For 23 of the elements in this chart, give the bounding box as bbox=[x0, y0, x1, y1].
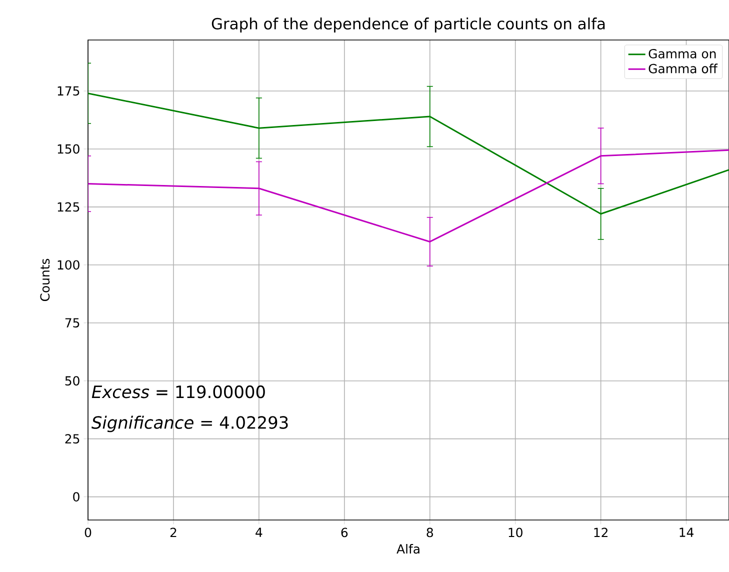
annotation: Excess = 119.00000 bbox=[92, 385, 265, 398]
x-tick-label: 10 bbox=[508, 528, 522, 538]
y-tick-label: 0 bbox=[73, 492, 80, 502]
y-tick-label: 50 bbox=[65, 376, 80, 386]
x-tick-label: 6 bbox=[341, 528, 348, 538]
y-tick-label: 175 bbox=[58, 86, 80, 96]
y-tick-label: 75 bbox=[65, 318, 80, 328]
x-axis-title: Alfa bbox=[396, 544, 420, 554]
chart-title: Graph of the dependence of particle counts on alfa bbox=[212, 18, 605, 32]
x-tick-label: 2 bbox=[170, 528, 176, 537]
y-tick-label: 25 bbox=[65, 434, 80, 444]
x-tick-label: 12 bbox=[594, 528, 608, 537]
x-tick-label: 4 bbox=[256, 528, 262, 537]
x-tick-label: 8 bbox=[426, 528, 433, 538]
legend-label: Gamma off bbox=[648, 64, 718, 74]
legend-label: Gamma on bbox=[648, 48, 716, 58]
y-tick-label: 125 bbox=[58, 202, 80, 212]
y-tick-label: 100 bbox=[58, 260, 80, 270]
y-axis-title: Counts bbox=[40, 258, 50, 302]
y-tick-label: 150 bbox=[58, 144, 80, 154]
x-tick-label: 14 bbox=[680, 528, 694, 537]
annotation: Significance = 4.02293 bbox=[92, 416, 288, 432]
x-tick-label: 0 bbox=[84, 528, 92, 538]
